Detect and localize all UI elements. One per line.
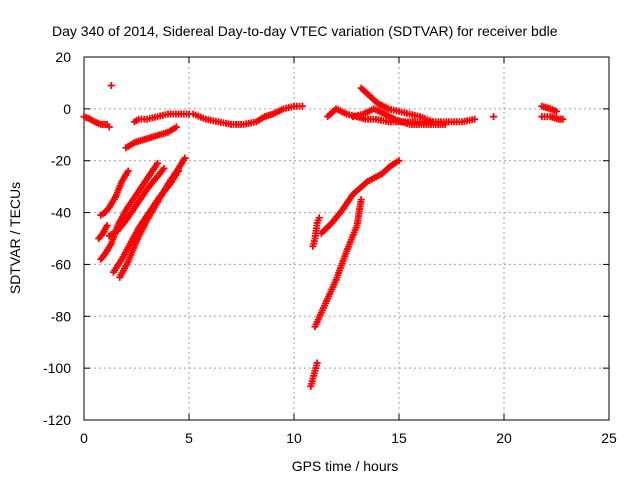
data-point bbox=[160, 164, 168, 172]
data-point bbox=[172, 123, 180, 131]
data-point bbox=[313, 359, 321, 367]
data-point bbox=[559, 115, 567, 123]
data-point bbox=[315, 214, 323, 222]
data-point bbox=[298, 102, 306, 110]
y-tick-label: -100 bbox=[43, 360, 71, 376]
plot-frame bbox=[83, 56, 610, 421]
data-point bbox=[181, 154, 189, 162]
data-point bbox=[105, 123, 113, 131]
data-point bbox=[441, 120, 449, 128]
data-point bbox=[490, 113, 497, 121]
x-tick-label: 5 bbox=[185, 430, 193, 446]
data-point bbox=[154, 159, 161, 167]
x-axis-label: GPS time / hours bbox=[292, 458, 399, 474]
x-tick-label: 15 bbox=[391, 430, 407, 446]
y-tick-label: -20 bbox=[51, 153, 71, 169]
y-axis-label: SDTVAR / TECUs bbox=[7, 182, 23, 294]
x-tick-label: 25 bbox=[601, 430, 617, 446]
data-point bbox=[395, 157, 403, 165]
y-tick-label: -80 bbox=[51, 308, 71, 324]
data-points bbox=[80, 82, 567, 390]
y-tick-label: -120 bbox=[43, 412, 71, 428]
data-point bbox=[553, 107, 560, 115]
x-tick-label: 10 bbox=[286, 430, 302, 446]
axes bbox=[83, 56, 610, 421]
y-tick-label: -40 bbox=[51, 205, 71, 221]
x-tick-label: 0 bbox=[80, 430, 88, 446]
chart-title: Day 340 of 2014, Sidereal Day-to-day VTE… bbox=[52, 23, 558, 39]
tick-labels: 0 5 10 15 20 25 20 0 -20 -40 -60 -80 -100 -120 bbox=[43, 49, 617, 446]
data-point bbox=[471, 115, 479, 123]
data-point bbox=[103, 222, 111, 230]
data-point bbox=[357, 196, 365, 204]
data-point bbox=[107, 82, 115, 90]
data-point bbox=[124, 167, 132, 175]
y-tick-label: 20 bbox=[55, 49, 71, 65]
y-tick-label: 0 bbox=[63, 101, 71, 117]
y-tick-label: -60 bbox=[51, 256, 71, 272]
x-tick-label: 20 bbox=[496, 430, 512, 446]
